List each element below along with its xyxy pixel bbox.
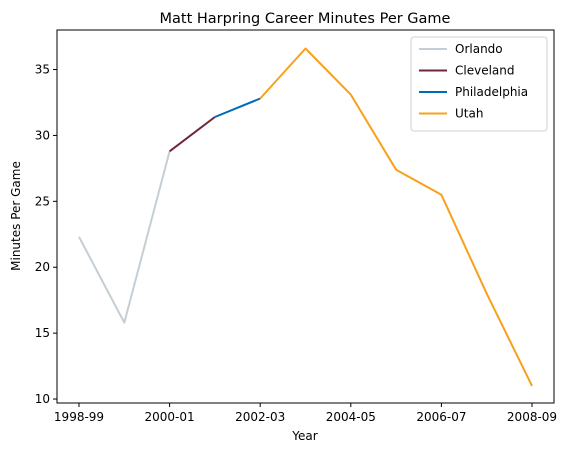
legend-frame: [410, 36, 548, 132]
y-tick-label: 15: [35, 326, 50, 340]
series-line-cleveland: [168, 116, 216, 153]
x-axis-label: Year: [291, 429, 317, 443]
y-axis-label: Minutes Per Game: [9, 161, 23, 271]
legend: Orlando Cleveland Philadelphia Utah: [410, 36, 548, 132]
x-tick-label: 2002-03: [235, 410, 285, 424]
plot-frame: [56, 29, 555, 404]
x-tick-label: 1998-99: [54, 410, 104, 424]
series-line-philadelphia: [214, 97, 261, 118]
y-tick-label: 25: [35, 194, 50, 208]
legend-label-orlando: Orlando: [455, 42, 503, 56]
y-tick-label: 20: [35, 260, 50, 274]
y-tick-label: 35: [35, 63, 50, 77]
legend-label-utah: Utah: [455, 107, 483, 121]
y-tick-label: 10: [35, 392, 50, 406]
x-tick-label: 2000-01: [145, 410, 195, 424]
y-tick-label: 30: [35, 128, 50, 142]
x-tick-label: 2008-09: [507, 410, 557, 424]
y-axis: 10 15 20 25 30 35: [35, 63, 57, 406]
legend-label-philadelphia: Philadelphia: [455, 85, 528, 99]
x-tick-label: 2006-07: [416, 410, 466, 424]
x-tick-label: 2004-05: [326, 410, 376, 424]
chart-title: Matt Harpring Career Minutes Per Game: [160, 11, 451, 27]
series-layer: [78, 47, 533, 387]
x-axis: 1998-99 2000-01 2002-03 2004-05 2006-07 2008-…: [54, 403, 557, 424]
legend-label-cleveland: Cleveland: [455, 64, 515, 78]
